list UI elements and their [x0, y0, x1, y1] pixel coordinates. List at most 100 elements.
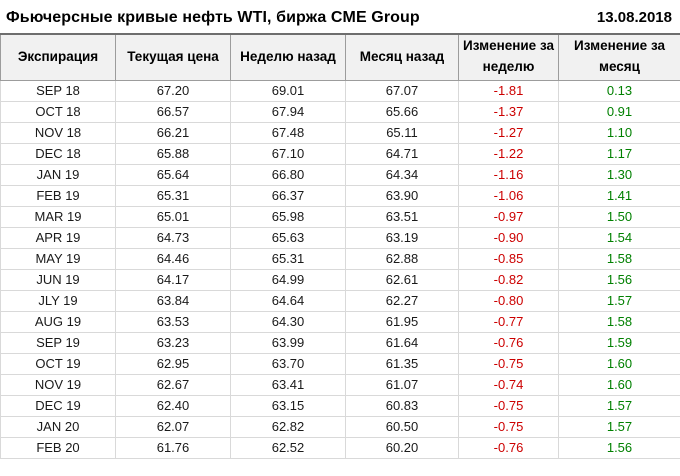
cell-month-change: 1.56: [558, 436, 680, 459]
cell-week-change: -0.90: [458, 226, 559, 249]
cell-expiration: DEC 19: [0, 394, 116, 417]
table-row: FEB 19 65.31 66.37 63.90 -1.06 1.41: [0, 184, 680, 207]
cell-current-price: 62.95: [115, 352, 231, 375]
cell-week-ago: 66.80: [230, 163, 346, 186]
cell-week-change: -0.82: [458, 268, 559, 291]
column-header-expiration: Экспирация: [0, 33, 116, 81]
cell-week-ago: 65.31: [230, 247, 346, 270]
cell-expiration: JLY 19: [0, 289, 116, 312]
cell-month-ago: 61.35: [345, 352, 459, 375]
table-row: SEP 18 67.20 69.01 67.07 -1.81 0.13: [0, 79, 680, 102]
cell-week-change: -0.85: [458, 247, 559, 270]
cell-month-change: 1.17: [558, 142, 680, 165]
cell-month-ago: 61.64: [345, 331, 459, 354]
cell-month-ago: 63.90: [345, 184, 459, 207]
table-row: FEB 20 61.76 62.52 60.20 -0.76 1.56: [0, 436, 680, 459]
cell-current-price: 65.01: [115, 205, 231, 228]
cell-month-change: 0.13: [558, 79, 680, 102]
cell-expiration: OCT 19: [0, 352, 116, 375]
cell-expiration: NOV 18: [0, 121, 116, 144]
column-header-month-change: Изменение за месяц: [558, 33, 680, 81]
cell-month-ago: 67.07: [345, 79, 459, 102]
column-header-week-change: Изменение за неделю: [458, 33, 559, 81]
cell-month-change: 1.54: [558, 226, 680, 249]
cell-week-ago: 63.99: [230, 331, 346, 354]
cell-month-ago: 62.88: [345, 247, 459, 270]
cell-month-change: 1.57: [558, 289, 680, 312]
column-header-week-ago: Неделю назад: [230, 33, 346, 81]
table-row: JAN 20 62.07 62.82 60.50 -0.75 1.57: [0, 415, 680, 438]
cell-expiration: JUN 19: [0, 268, 116, 291]
cell-week-ago: 69.01: [230, 79, 346, 102]
cell-month-change: 1.30: [558, 163, 680, 186]
table-row: DEC 19 62.40 63.15 60.83 -0.75 1.57: [0, 394, 680, 417]
cell-month-ago: 60.20: [345, 436, 459, 459]
cell-month-change: 1.59: [558, 331, 680, 354]
report-date: 13.08.2018: [596, 9, 672, 26]
cell-current-price: 63.53: [115, 310, 231, 333]
table-row: JLY 19 63.84 64.64 62.27 -0.80 1.57: [0, 289, 680, 312]
cell-current-price: 62.40: [115, 394, 231, 417]
cell-current-price: 65.64: [115, 163, 231, 186]
cell-current-price: 65.31: [115, 184, 231, 207]
cell-week-change: -0.76: [458, 331, 559, 354]
cell-current-price: 62.07: [115, 415, 231, 438]
column-header-current-price: Текущая цена: [115, 33, 231, 81]
cell-expiration: SEP 19: [0, 331, 116, 354]
cell-month-change: 1.41: [558, 184, 680, 207]
cell-week-ago: 64.64: [230, 289, 346, 312]
table-row: APR 19 64.73 65.63 63.19 -0.90 1.54: [0, 226, 680, 249]
cell-month-ago: 61.07: [345, 373, 459, 396]
cell-expiration: MAY 19: [0, 247, 116, 270]
table-row: MAR 19 65.01 65.98 63.51 -0.97 1.50: [0, 205, 680, 228]
table-row: AUG 19 63.53 64.30 61.95 -0.77 1.58: [0, 310, 680, 333]
cell-month-change: 1.57: [558, 394, 680, 417]
cell-week-change: -0.77: [458, 310, 559, 333]
cell-month-ago: 60.50: [345, 415, 459, 438]
cell-month-ago: 62.61: [345, 268, 459, 291]
cell-month-ago: 60.83: [345, 394, 459, 417]
cell-week-ago: 64.30: [230, 310, 346, 333]
cell-expiration: NOV 19: [0, 373, 116, 396]
cell-current-price: 62.67: [115, 373, 231, 396]
cell-month-change: 1.58: [558, 247, 680, 270]
table-row: JUN 19 64.17 64.99 62.61 -0.82 1.56: [0, 268, 680, 291]
table-row: OCT 19 62.95 63.70 61.35 -0.75 1.60: [0, 352, 680, 375]
cell-month-change: 0.91: [558, 100, 680, 123]
table-row: NOV 19 62.67 63.41 61.07 -0.74 1.60: [0, 373, 680, 396]
cell-expiration: FEB 19: [0, 184, 116, 207]
cell-week-change: -0.75: [458, 352, 559, 375]
cell-current-price: 66.57: [115, 100, 231, 123]
table-row: JAN 19 65.64 66.80 64.34 -1.16 1.30: [0, 163, 680, 186]
cell-expiration: JAN 20: [0, 415, 116, 438]
cell-month-change: 1.58: [558, 310, 680, 333]
cell-current-price: 64.73: [115, 226, 231, 249]
table-row: NOV 18 66.21 67.48 65.11 -1.27 1.10: [0, 121, 680, 144]
futures-table: Экспирация Текущая цена Неделю назад Мес…: [0, 33, 680, 459]
cell-current-price: 65.88: [115, 142, 231, 165]
cell-month-ago: 62.27: [345, 289, 459, 312]
cell-expiration: OCT 18: [0, 100, 116, 123]
cell-week-ago: 63.15: [230, 394, 346, 417]
cell-month-ago: 63.19: [345, 226, 459, 249]
cell-week-change: -1.06: [458, 184, 559, 207]
cell-month-change: 1.60: [558, 352, 680, 375]
cell-week-ago: 62.82: [230, 415, 346, 438]
cell-expiration: SEP 18: [0, 79, 116, 102]
cell-week-ago: 65.63: [230, 226, 346, 249]
cell-month-ago: 63.51: [345, 205, 459, 228]
cell-week-ago: 63.41: [230, 373, 346, 396]
cell-week-change: -0.76: [458, 436, 559, 459]
cell-month-change: 1.10: [558, 121, 680, 144]
cell-week-change: -0.74: [458, 373, 559, 396]
cell-month-ago: 61.95: [345, 310, 459, 333]
cell-week-ago: 65.98: [230, 205, 346, 228]
cell-week-change: -0.75: [458, 415, 559, 438]
table-row: MAY 19 64.46 65.31 62.88 -0.85 1.58: [0, 247, 680, 270]
table-row: OCT 18 66.57 67.94 65.66 -1.37 0.91: [0, 100, 680, 123]
cell-month-change: 1.50: [558, 205, 680, 228]
cell-expiration: AUG 19: [0, 310, 116, 333]
cell-week-change: -1.16: [458, 163, 559, 186]
report-header: Фьючерсные кривые нефть WTI, биржа CME G…: [0, 0, 680, 33]
cell-week-change: -1.81: [458, 79, 559, 102]
